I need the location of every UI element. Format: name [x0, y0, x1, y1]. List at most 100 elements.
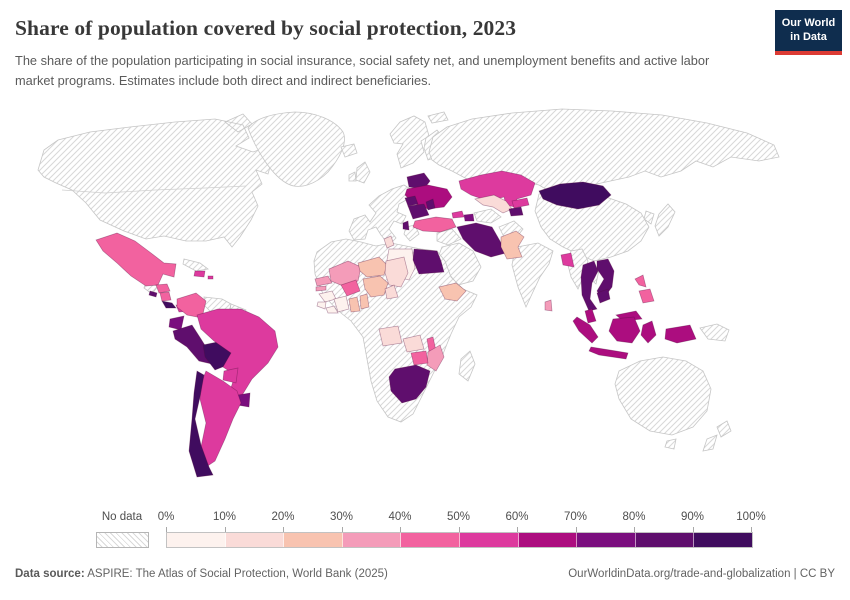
owid-logo-line2: in Data: [790, 30, 827, 43]
landmass-cuba: [182, 258, 209, 272]
legend-tick-mark: [166, 527, 167, 532]
landmass-europe-mainland: [348, 184, 413, 246]
owid-logo-accent-bar: [775, 51, 842, 55]
legend-tick-label-90%: 90%: [680, 511, 705, 523]
country-sierra-leone[interactable]: [316, 301, 327, 310]
country-paraguay[interactable]: [222, 367, 239, 384]
country-thailand[interactable]: [580, 260, 599, 312]
country-zambia[interactable]: [402, 334, 425, 353]
country-sri-lanka[interactable]: [544, 299, 553, 312]
country-belarus[interactable]: [406, 172, 431, 190]
country-chile[interactable]: [188, 370, 214, 478]
country-ghana[interactable]: [348, 296, 361, 313]
legend-tick-mark: [224, 527, 226, 532]
country-mali[interactable]: [328, 260, 362, 287]
landmass-india: [511, 242, 554, 309]
country-gambia[interactable]: [315, 285, 327, 292]
country-moldova[interactable]: [425, 198, 436, 211]
country-indonesia[interactable]: [572, 316, 697, 360]
country-egypt[interactable]: [412, 248, 445, 275]
country-philippines[interactable]: [634, 274, 655, 304]
country-romania[interactable]: [407, 203, 430, 220]
country-niger[interactable]: [357, 256, 388, 278]
no-data-label: No data: [101, 511, 143, 523]
owid-logo[interactable]: Our World in Data: [775, 10, 842, 55]
owid-url[interactable]: OurWorldinData.org/trade-and-globalizati…: [568, 568, 835, 580]
legend-bucket-50-60%[interactable]: [459, 533, 519, 547]
country-cambodia[interactable]: [596, 288, 611, 304]
country-kyrgyzstan[interactable]: [511, 197, 530, 209]
country-albania[interactable]: [402, 220, 410, 231]
country-bangladesh[interactable]: [560, 252, 575, 268]
country-hungary[interactable]: [404, 195, 419, 207]
country-dominican-republic[interactable]: [193, 270, 206, 278]
page-title: Share of population covered by social pr…: [15, 16, 517, 40]
legend-tick-label-50%: 50%: [446, 511, 471, 523]
legend-bucket-20-30%[interactable]: [284, 533, 343, 547]
country-azerbaijan[interactable]: [463, 213, 475, 222]
legend-tick-mark: [575, 527, 577, 532]
country-burkina-faso[interactable]: [340, 279, 361, 297]
country-brazil[interactable]: [196, 308, 279, 398]
country-georgia[interactable]: [451, 210, 465, 219]
country-tunisia[interactable]: [383, 235, 395, 249]
legend-tick-mark: [751, 527, 752, 532]
data-source-text: ASPIRE: The Atlas of Social Protection, …: [84, 568, 388, 580]
legend-bucket-0-10%[interactable]: [167, 533, 226, 547]
owid-logo-line1: Our World: [781, 17, 836, 30]
country-nigeria[interactable]: [362, 275, 389, 298]
landmass-australia: [614, 356, 712, 450]
country-tajikistan[interactable]: [508, 206, 524, 217]
legend-bucket-40-50%[interactable]: [401, 533, 460, 547]
legend-tick-mark: [341, 527, 343, 532]
country-zimbabwe[interactable]: [410, 350, 429, 366]
country-honduras[interactable]: [155, 283, 171, 294]
country-pakistan[interactable]: [500, 230, 525, 260]
country-senegal[interactable]: [314, 275, 333, 287]
country-chad[interactable]: [384, 256, 409, 288]
landmass-levant: [436, 228, 462, 246]
country-angola[interactable]: [378, 325, 403, 347]
landmass-madagascar: [458, 350, 476, 382]
landmass-papua-new-guinea: [699, 323, 730, 342]
legend-tick-label-30%: 30%: [329, 511, 354, 523]
legend-tick-mark: [517, 527, 518, 532]
country-costa-rica[interactable]: [161, 300, 177, 309]
country-uzbekistan[interactable]: [474, 194, 513, 214]
landmass-korea: [643, 210, 655, 225]
legend-bucket-70-80%[interactable]: [577, 533, 636, 547]
country-ethiopia[interactable]: [438, 282, 467, 302]
legend-bucket-10-20%[interactable]: [225, 533, 285, 547]
country-cote-divoire[interactable]: [333, 295, 350, 313]
page-subtitle: The share of the population participatin…: [15, 53, 710, 88]
landmass-svalbard: [427, 111, 449, 124]
country-el-salvador[interactable]: [148, 290, 158, 298]
legend-bucket-30-40%[interactable]: [342, 533, 402, 547]
legend-tick-mark: [400, 527, 401, 532]
color-scale-bar[interactable]: [166, 532, 753, 548]
country-turkey[interactable]: [412, 216, 457, 233]
country-south-africa[interactable]: [388, 364, 431, 404]
legend-tick-label-60%: 60%: [505, 511, 529, 523]
country-mongolia[interactable]: [538, 181, 612, 210]
country-liberia[interactable]: [325, 305, 339, 314]
country-nicaragua[interactable]: [159, 291, 172, 302]
country-argentina[interactable]: [199, 370, 242, 468]
landmass-turkmenistan: [473, 208, 502, 224]
landmass-new-zealand: [702, 420, 732, 452]
country-puerto-rico[interactable]: [207, 275, 214, 280]
country-cameroon[interactable]: [384, 284, 399, 300]
no-data-swatch[interactable]: [96, 532, 149, 548]
legend-tick-mark: [458, 527, 460, 532]
legend-tick-mark: [692, 527, 694, 532]
legend-bucket-90-100%[interactable]: [694, 533, 752, 547]
legend-bucket-60-70%[interactable]: [518, 533, 578, 547]
legend-bucket-80-90%[interactable]: [635, 533, 695, 547]
country-mexico[interactable]: [95, 232, 177, 287]
legend-tick-label-10%: 10%: [212, 511, 237, 523]
data-source: Data source: ASPIRE: The Atlas of Social…: [15, 568, 388, 586]
country-benin[interactable]: [359, 293, 370, 310]
legend-tick-label-0%: 0%: [157, 511, 175, 523]
landmass-north-america: [37, 113, 273, 248]
